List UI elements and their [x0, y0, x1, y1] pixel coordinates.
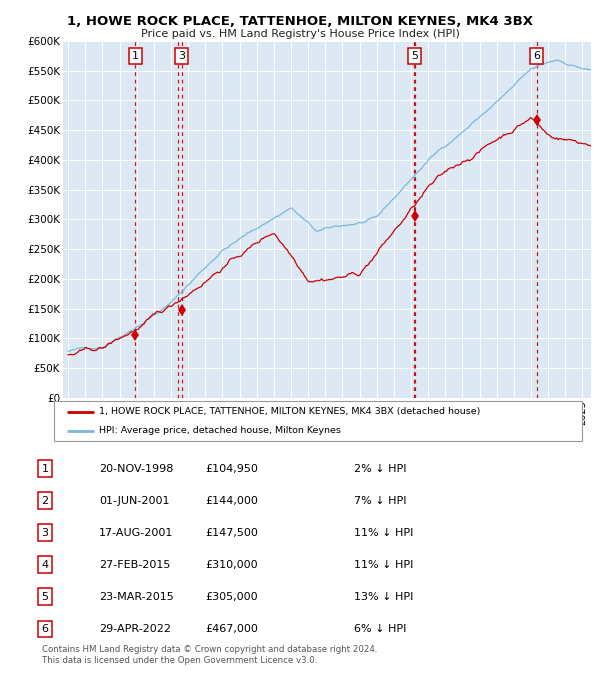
Text: 17-AUG-2001: 17-AUG-2001 — [99, 528, 173, 538]
Text: £310,000: £310,000 — [205, 560, 258, 570]
Text: 2: 2 — [41, 496, 49, 506]
Text: 13% ↓ HPI: 13% ↓ HPI — [354, 592, 413, 602]
Text: 11% ↓ HPI: 11% ↓ HPI — [354, 560, 413, 570]
Text: 3: 3 — [41, 528, 49, 538]
Text: Contains HM Land Registry data © Crown copyright and database right 2024.: Contains HM Land Registry data © Crown c… — [42, 645, 377, 654]
Text: 1: 1 — [41, 464, 49, 474]
FancyBboxPatch shape — [54, 401, 582, 441]
Text: 3: 3 — [178, 51, 185, 61]
Text: 6% ↓ HPI: 6% ↓ HPI — [354, 624, 406, 634]
Text: 01-JUN-2001: 01-JUN-2001 — [99, 496, 170, 506]
Text: 20-NOV-1998: 20-NOV-1998 — [99, 464, 173, 474]
Text: This data is licensed under the Open Government Licence v3.0.: This data is licensed under the Open Gov… — [42, 656, 317, 665]
Text: 6: 6 — [533, 51, 540, 61]
Text: 27-FEB-2015: 27-FEB-2015 — [99, 560, 170, 570]
Text: 23-MAR-2015: 23-MAR-2015 — [99, 592, 174, 602]
Text: 5: 5 — [411, 51, 418, 61]
Text: £104,950: £104,950 — [205, 464, 258, 474]
Text: 11% ↓ HPI: 11% ↓ HPI — [354, 528, 413, 538]
Text: 1, HOWE ROCK PLACE, TATTENHOE, MILTON KEYNES, MK4 3BX (detached house): 1, HOWE ROCK PLACE, TATTENHOE, MILTON KE… — [99, 407, 480, 416]
Text: £147,500: £147,500 — [205, 528, 258, 538]
Text: 5: 5 — [41, 592, 49, 602]
Text: 6: 6 — [41, 624, 49, 634]
Text: Price paid vs. HM Land Registry's House Price Index (HPI): Price paid vs. HM Land Registry's House … — [140, 29, 460, 39]
Text: 1: 1 — [132, 51, 139, 61]
Text: £467,000: £467,000 — [205, 624, 258, 634]
Text: 1, HOWE ROCK PLACE, TATTENHOE, MILTON KEYNES, MK4 3BX: 1, HOWE ROCK PLACE, TATTENHOE, MILTON KE… — [67, 15, 533, 28]
Text: HPI: Average price, detached house, Milton Keynes: HPI: Average price, detached house, Milt… — [99, 426, 341, 435]
Text: 29-APR-2022: 29-APR-2022 — [99, 624, 171, 634]
Text: 7% ↓ HPI: 7% ↓ HPI — [354, 496, 407, 506]
Text: £305,000: £305,000 — [205, 592, 258, 602]
Text: 4: 4 — [41, 560, 49, 570]
Text: 2% ↓ HPI: 2% ↓ HPI — [354, 464, 407, 474]
Text: £144,000: £144,000 — [205, 496, 258, 506]
